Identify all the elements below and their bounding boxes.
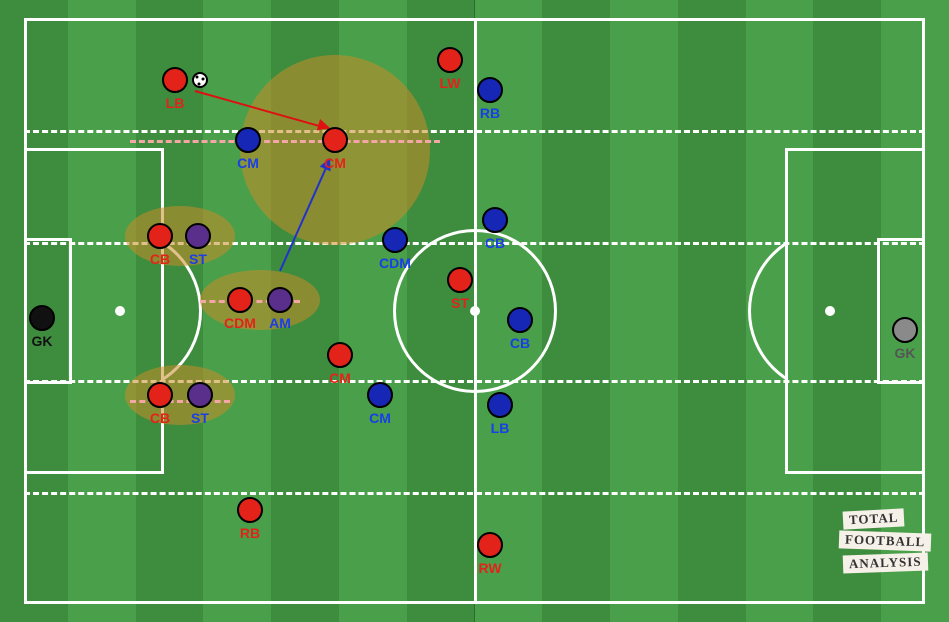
red-cm-top [322, 127, 348, 153]
highlight-3 [125, 365, 235, 425]
blue-cm-bot-label: CM [369, 410, 391, 426]
blue-cb-bot-label: CB [510, 335, 530, 351]
red-lw [437, 47, 463, 73]
purple-st-top [185, 223, 211, 249]
red-cb-top-label: CB [150, 251, 170, 267]
gk-right [892, 317, 918, 343]
highlight-1 [125, 206, 235, 266]
penalty-spot-right [825, 306, 835, 316]
blue-rb-label: RB [480, 105, 500, 121]
red-lb-label: LB [166, 95, 185, 111]
red-rw-label: RW [478, 560, 501, 576]
ball-icon [192, 72, 208, 88]
red-cb-top [147, 223, 173, 249]
blue-cb-top-label: CB [485, 235, 505, 251]
red-cm-bot-label: CM [329, 370, 351, 386]
zone-line-0 [24, 130, 925, 133]
blue-rb [477, 77, 503, 103]
purple-st-top-label: ST [189, 251, 207, 267]
gk-left [29, 305, 55, 331]
center-spot [470, 306, 480, 316]
red-lb [162, 67, 188, 93]
zone-line-3 [24, 492, 925, 495]
ball-mark [198, 83, 201, 86]
gk-left-label: GK [32, 333, 53, 349]
ball-mark [202, 78, 205, 81]
red-st [447, 267, 473, 293]
penalty-spot-left [115, 306, 125, 316]
blue-cm-top-label: CM [237, 155, 259, 171]
blue-cdm [382, 227, 408, 253]
blue-cm-top [235, 127, 261, 153]
blue-cdm-label: CDM [379, 255, 411, 271]
blue-lb [487, 392, 513, 418]
watermark-line-2: FOOTBALL [838, 530, 931, 551]
red-cm-top-label: CM [324, 155, 346, 171]
blue-cb-bot [507, 307, 533, 333]
red-cb-bot-label: CB [150, 410, 170, 426]
blue-lb-label: LB [491, 420, 510, 436]
purple-am-label: AM [269, 315, 291, 331]
purple-am [267, 287, 293, 313]
pink-dashed-0 [130, 140, 440, 143]
gk-right-label: GK [895, 345, 916, 361]
red-rw [477, 532, 503, 558]
purple-st-bot [187, 382, 213, 408]
purple-st-bot-label: ST [191, 410, 209, 426]
pink-dashed-1 [130, 400, 230, 403]
red-rb [237, 497, 263, 523]
pitch-diagram: LB CB CDM CB RB CM CM LW ST RW CM CDM CM RB CB CB LB ST AM… [0, 0, 949, 622]
blue-cb-top [482, 207, 508, 233]
watermark-line-1: TOTAL [842, 508, 904, 529]
red-cdm [227, 287, 253, 313]
watermark-line-3: ANALYSIS [842, 553, 927, 574]
red-lw-label: LW [440, 75, 461, 91]
red-cdm-label: CDM [224, 315, 256, 331]
six-yard-box-right [877, 238, 925, 384]
red-rb-label: RB [240, 525, 260, 541]
ball-mark [196, 76, 199, 79]
red-cb-bot [147, 382, 173, 408]
watermark: TOTALFOOTBALLANALYSIS [843, 508, 931, 574]
red-st-label: ST [451, 295, 469, 311]
blue-cm-bot [367, 382, 393, 408]
red-cm-bot [327, 342, 353, 368]
